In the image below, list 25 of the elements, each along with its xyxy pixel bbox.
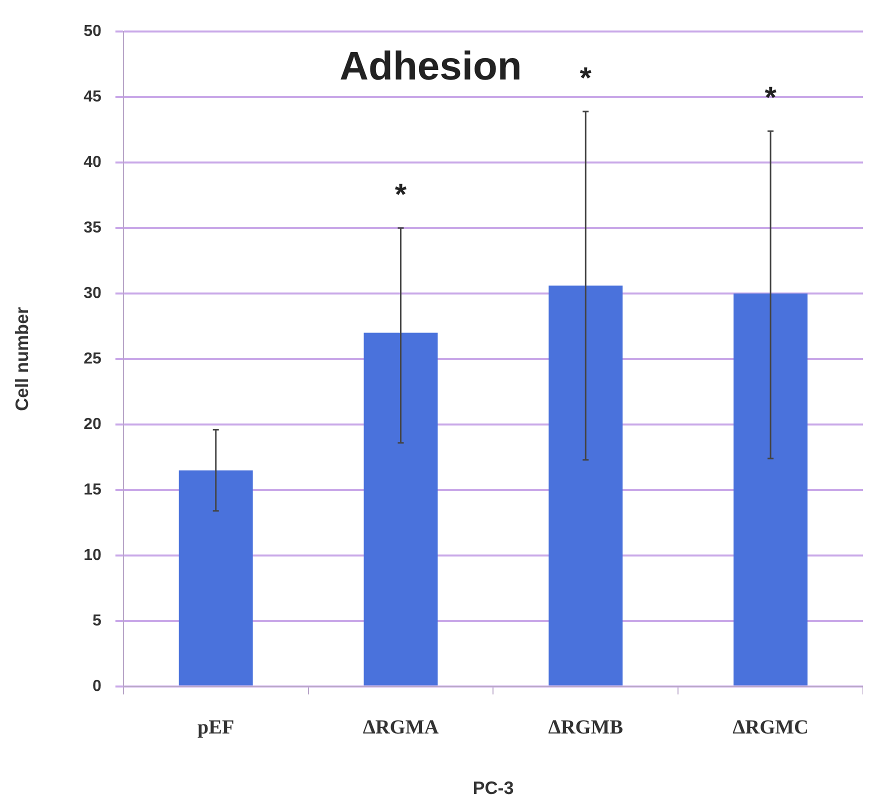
- annotation: *: [764, 81, 777, 114]
- y-axis-title: Cell number: [12, 306, 32, 412]
- y-tick-label: 25: [84, 350, 102, 368]
- x-tick-label: ΔRGMC: [732, 716, 808, 739]
- x-axis-title: PC-3: [472, 778, 514, 798]
- x-tick-label: pEF: [198, 716, 234, 739]
- y-tick-label: 15: [84, 481, 102, 498]
- annotation: *: [580, 62, 592, 95]
- y-tick-label: 20: [84, 416, 102, 433]
- bar: [364, 332, 438, 686]
- bar: [734, 294, 808, 686]
- y-tick-label: 30: [84, 284, 102, 302]
- y-tick-label: 45: [84, 88, 102, 106]
- y-tick-label: 50: [84, 23, 102, 40]
- annotation: *: [394, 178, 407, 212]
- bar: [548, 286, 623, 686]
- bar: [178, 470, 253, 686]
- y-tick-label: 40: [84, 154, 102, 171]
- x-tick-label: ΔRGMA: [362, 716, 440, 739]
- y-tick-label: 10: [84, 546, 102, 564]
- y-tick-label: 0: [92, 678, 102, 695]
- x-tick-label: ΔRGMB: [548, 716, 624, 739]
- y-tick-label: 35: [84, 219, 102, 236]
- y-tick-label: 5: [92, 612, 102, 630]
- chart-title: Adhesion: [340, 44, 522, 88]
